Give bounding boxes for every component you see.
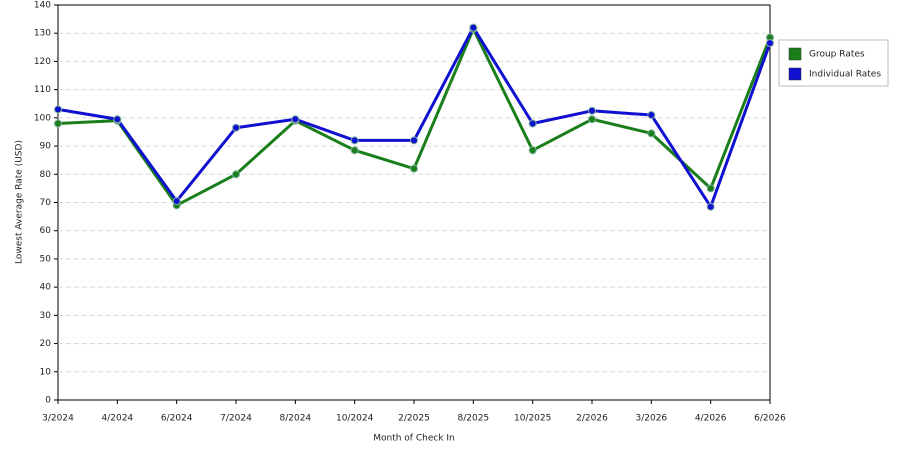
point-marker bbox=[706, 202, 715, 211]
point-marker bbox=[350, 136, 359, 145]
legend-label: Individual Rates bbox=[809, 70, 881, 80]
x-tick-label: 2/2025 bbox=[398, 414, 430, 424]
x-tick-label: 7/2024 bbox=[220, 414, 252, 424]
point-marker bbox=[232, 123, 240, 132]
point-marker bbox=[291, 115, 300, 124]
point-marker bbox=[350, 146, 359, 155]
point-marker bbox=[588, 115, 596, 124]
x-tick-label: 6/2024 bbox=[161, 414, 193, 424]
y-tick-label: 130 bbox=[34, 29, 51, 39]
x-axis-label: Month of Check In bbox=[373, 434, 455, 444]
point-marker bbox=[469, 23, 478, 32]
point-marker bbox=[172, 197, 181, 206]
y-tick-label: 40 bbox=[40, 283, 52, 293]
x-tick-label: 10/2024 bbox=[336, 414, 374, 424]
y-tick-label: 20 bbox=[40, 339, 52, 349]
point-marker bbox=[113, 115, 122, 124]
y-tick-label: 0 bbox=[45, 396, 51, 406]
point-marker bbox=[232, 170, 240, 179]
y-tick-label: 80 bbox=[40, 170, 52, 180]
x-tick-label: 2/2026 bbox=[576, 414, 608, 424]
point-marker bbox=[528, 146, 537, 155]
x-tick-label: 6/2026 bbox=[754, 414, 786, 424]
point-marker bbox=[528, 119, 537, 128]
x-tick-label: 3/2024 bbox=[42, 414, 74, 424]
point-marker bbox=[54, 105, 62, 114]
x-tick-label: 8/2024 bbox=[279, 414, 311, 424]
y-axis-label: Lowest Average Rate (USD) bbox=[15, 140, 25, 264]
legend-swatch bbox=[788, 67, 802, 81]
x-tick-label: 3/2026 bbox=[635, 414, 667, 424]
point-marker bbox=[588, 106, 596, 115]
legend-swatch bbox=[788, 47, 802, 61]
point-marker bbox=[410, 164, 418, 173]
point-marker bbox=[647, 111, 656, 120]
y-tick-label: 70 bbox=[40, 198, 52, 208]
point-marker bbox=[766, 39, 774, 48]
y-tick-label: 100 bbox=[34, 113, 51, 123]
x-tick-label: 4/2024 bbox=[101, 414, 133, 424]
x-tick-label: 8/2025 bbox=[457, 414, 489, 424]
y-tick-label: 30 bbox=[40, 311, 52, 321]
x-tick-label: 10/2025 bbox=[514, 414, 551, 424]
x-tick-label: 4/2026 bbox=[695, 414, 727, 424]
point-marker bbox=[410, 136, 418, 145]
y-tick-label: 50 bbox=[40, 254, 52, 264]
y-tick-label: 140 bbox=[34, 1, 51, 11]
y-tick-label: 60 bbox=[40, 226, 52, 236]
y-tick-label: 110 bbox=[34, 85, 51, 95]
point-marker bbox=[54, 119, 62, 128]
point-marker bbox=[706, 184, 715, 193]
legend-label: Group Rates bbox=[809, 50, 865, 60]
point-marker bbox=[647, 129, 656, 138]
y-tick-label: 120 bbox=[34, 57, 51, 67]
y-tick-label: 90 bbox=[40, 142, 52, 152]
y-tick-label: 10 bbox=[40, 367, 52, 377]
